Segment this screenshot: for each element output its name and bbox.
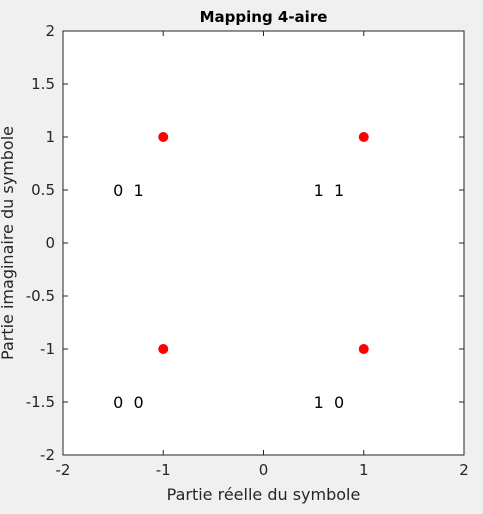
y-tick-label: 0: [45, 234, 55, 252]
bit-label: 0 1: [113, 181, 144, 200]
x-axis-label: Partie réelle du symbole: [167, 485, 361, 504]
y-tick-labels: 2 1.5 1 0.5 0 -0.5 -1 -1.5 -2: [26, 22, 55, 464]
bit-label: 1 0: [314, 393, 345, 412]
x-tick-label: -1: [156, 461, 171, 479]
bit-label: 0 0: [113, 393, 144, 412]
y-tick-label: -1: [40, 340, 55, 358]
y-tick-label: -0.5: [26, 287, 55, 305]
bit-label: 1 1: [314, 181, 345, 200]
plot-area: [62, 30, 465, 456]
x-tick-label: 0: [259, 461, 269, 479]
symbol-point: [358, 344, 369, 354]
x-tick-label: 2: [459, 461, 469, 479]
y-tick-label: 0.5: [31, 181, 55, 199]
annotations: 0 1 1 1 0 0 1 0: [113, 181, 344, 412]
axis-ticks: [62, 30, 465, 456]
symbol-point: [158, 132, 169, 142]
symbol-point: [358, 132, 369, 142]
x-tick-label: -2: [56, 461, 71, 479]
chart-title: Mapping 4-aire: [200, 8, 328, 26]
x-tick-labels: -2 -1 0 1 2: [56, 461, 469, 479]
x-tick-label: 1: [359, 461, 369, 479]
y-tick-label: -2: [40, 446, 55, 464]
y-tick-label: 1: [45, 128, 55, 146]
y-tick-label: 1.5: [31, 75, 55, 93]
y-tick-label: 2: [45, 22, 55, 40]
symbol-point: [158, 344, 169, 354]
data-points: [158, 132, 369, 354]
y-axis-label: Partie imaginaire du symbole: [0, 126, 17, 360]
y-tick-label: -1.5: [26, 393, 55, 411]
